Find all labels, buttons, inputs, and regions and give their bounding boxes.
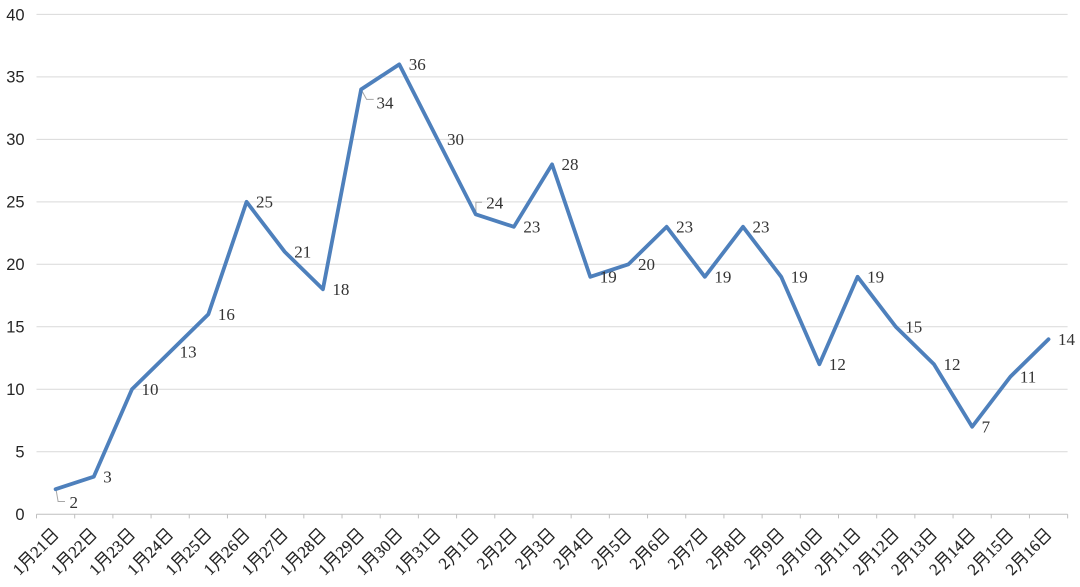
svg-text:7: 7 — [982, 418, 991, 437]
svg-text:16: 16 — [218, 305, 235, 324]
svg-text:0: 0 — [15, 506, 24, 524]
svg-text:23: 23 — [753, 218, 770, 237]
svg-text:36: 36 — [409, 55, 426, 74]
svg-text:24: 24 — [486, 194, 504, 213]
svg-text:34: 34 — [377, 93, 395, 112]
svg-text:20: 20 — [6, 256, 24, 274]
svg-text:40: 40 — [6, 6, 24, 24]
svg-text:12: 12 — [829, 355, 846, 374]
svg-text:12: 12 — [943, 355, 960, 374]
svg-text:10: 10 — [6, 381, 24, 399]
svg-text:14: 14 — [1058, 330, 1076, 349]
svg-text:11: 11 — [1020, 368, 1036, 387]
svg-text:30: 30 — [6, 131, 24, 149]
svg-text:18: 18 — [332, 280, 349, 299]
svg-text:23: 23 — [523, 218, 540, 237]
svg-text:15: 15 — [905, 318, 922, 337]
svg-text:35: 35 — [6, 69, 24, 87]
svg-text:19: 19 — [600, 268, 617, 287]
svg-text:19: 19 — [791, 268, 808, 287]
svg-text:10: 10 — [141, 380, 158, 399]
svg-text:23: 23 — [676, 218, 693, 237]
svg-text:25: 25 — [256, 193, 273, 212]
svg-text:20: 20 — [638, 255, 655, 274]
svg-text:3: 3 — [103, 468, 112, 487]
svg-text:30: 30 — [447, 130, 464, 149]
svg-text:13: 13 — [180, 343, 197, 362]
svg-text:19: 19 — [714, 268, 731, 287]
svg-text:28: 28 — [562, 155, 579, 174]
svg-text:5: 5 — [15, 444, 24, 462]
svg-text:15: 15 — [6, 319, 24, 337]
svg-text:21: 21 — [294, 243, 311, 262]
svg-text:2: 2 — [70, 493, 79, 512]
svg-text:25: 25 — [6, 194, 24, 212]
svg-text:19: 19 — [867, 268, 884, 287]
